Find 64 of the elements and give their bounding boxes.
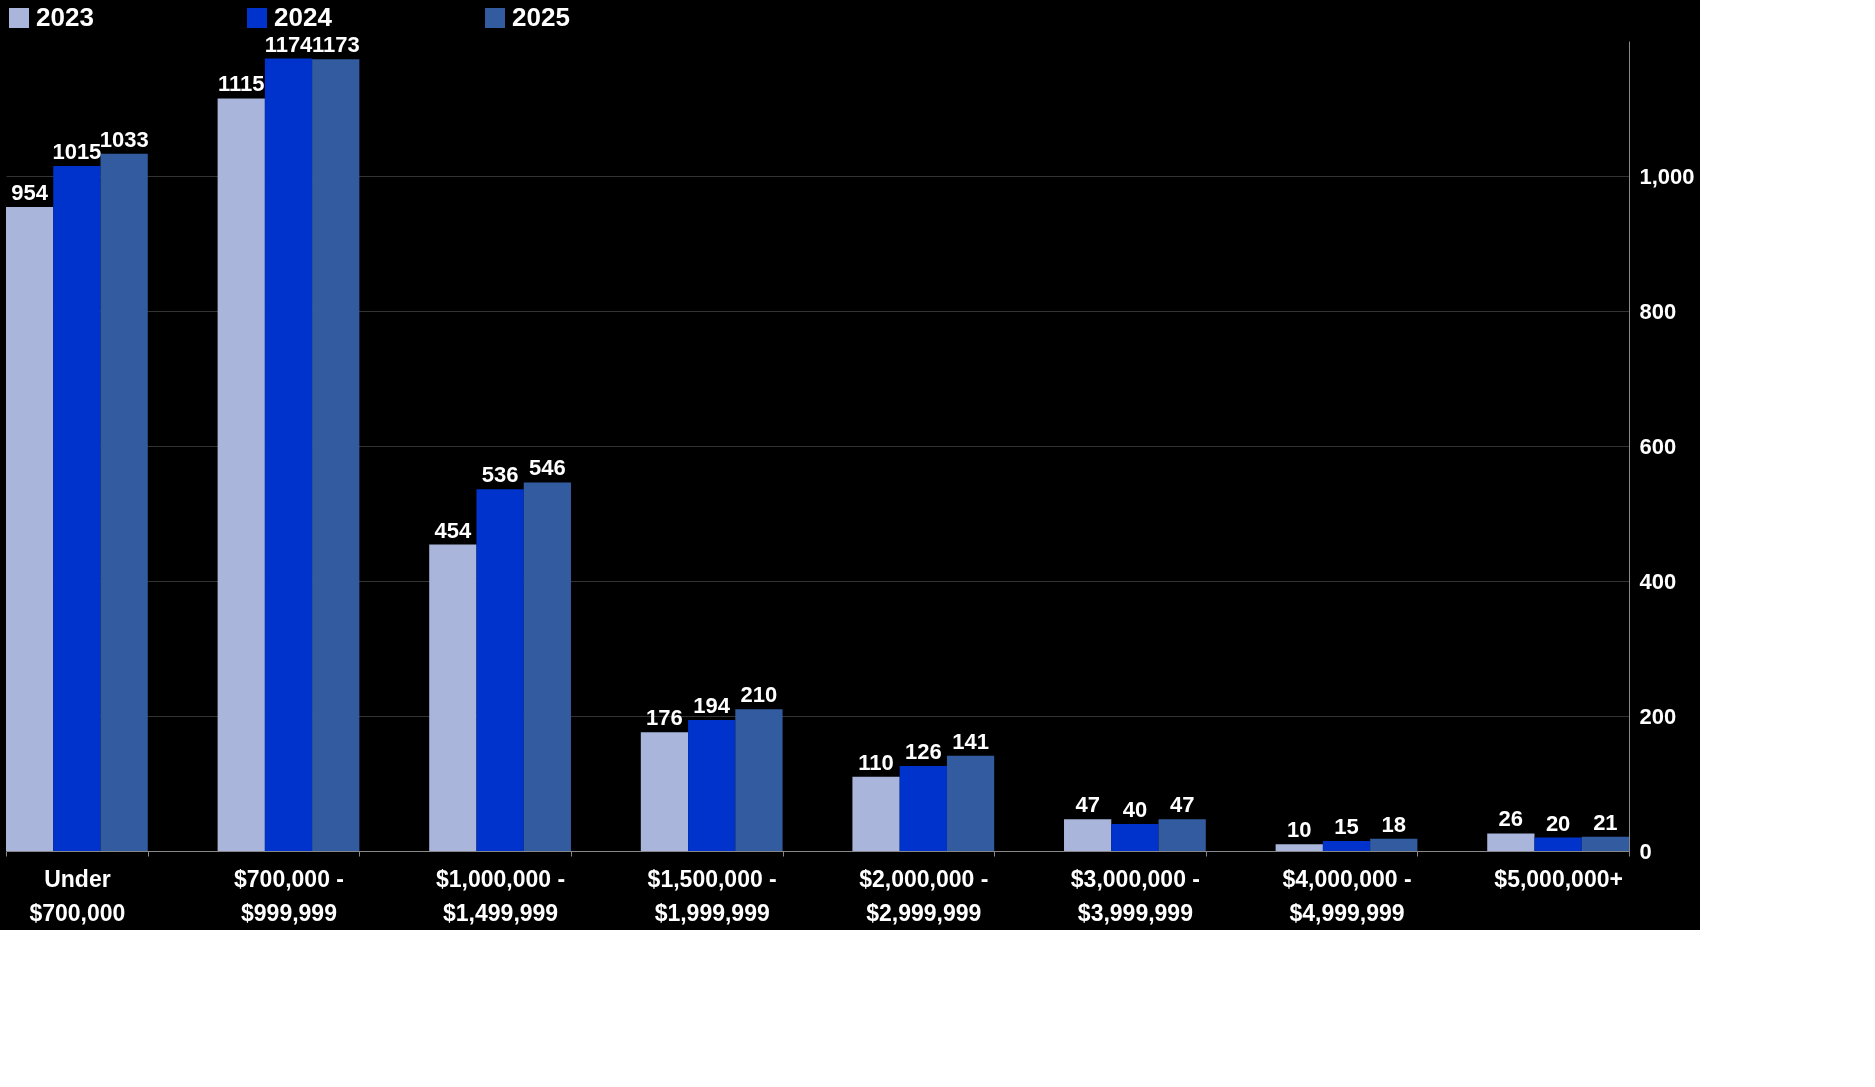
data-label: 194 [693, 693, 731, 719]
bar [476, 489, 524, 851]
x-tick-label: $3,000,000 - $3,999,999 [1070, 865, 1200, 926]
data-label: 141 [952, 728, 989, 754]
x-tick-label: $1,500,000 - $1,999,999 [647, 865, 777, 926]
data-label: 954 [11, 180, 49, 206]
data-label: 18 [1381, 811, 1407, 837]
data-label: 20 [1545, 810, 1571, 836]
bar [640, 732, 689, 851]
data-label: 47 [1075, 792, 1100, 818]
data-label: 47 [1169, 792, 1195, 818]
bar [1581, 836, 1629, 851]
y-tick-label: 800 [1639, 298, 1677, 324]
data-label: 536 [481, 462, 519, 488]
y-tick-label: 0 [1639, 838, 1652, 864]
bar [1322, 840, 1371, 851]
data-label: 210 [740, 682, 778, 708]
bar [946, 755, 995, 851]
x-tick-label: $2,000,000 - $2,999,999 [859, 865, 989, 926]
x-tick-label: $5,000,000+ [1494, 865, 1623, 892]
y-tick-label: 200 [1639, 703, 1677, 729]
data-label: 1115 [217, 71, 265, 97]
bar [1064, 819, 1112, 851]
bar [264, 58, 313, 851]
bar [6, 207, 54, 851]
bar [217, 98, 265, 851]
data-label: 1173 [311, 32, 360, 58]
bar [100, 153, 148, 851]
data-label: 26 [1498, 806, 1524, 832]
bar [53, 165, 101, 851]
y-tick-label: 1,000 [1639, 163, 1695, 189]
legend-label: 2024 [274, 2, 333, 32]
data-label: 126 [904, 738, 942, 764]
bar [1111, 824, 1159, 851]
x-tick-label: $1,000,000 - $1,499,999 [436, 865, 566, 926]
x-tick-label: $700,000 - $999,999 [234, 865, 344, 926]
data-label: 1015 [52, 138, 102, 164]
bar [1370, 838, 1418, 851]
y-tick-label: 400 [1639, 568, 1677, 594]
bar [1487, 833, 1535, 851]
legend-label: 2023 [36, 2, 94, 32]
bar [312, 59, 360, 851]
data-label: 40 [1122, 797, 1148, 822]
data-label: 454 [434, 517, 472, 543]
bar [1158, 819, 1206, 851]
bar [429, 544, 477, 851]
data-label: 21 [1593, 809, 1618, 835]
bar [735, 709, 783, 851]
x-tick-label: Under $700,000 [29, 865, 126, 926]
data-label: 110 [858, 749, 894, 775]
bar [523, 482, 571, 851]
bar [1275, 844, 1323, 851]
data-label: 1174 [264, 31, 314, 57]
bar [688, 720, 736, 851]
y-tick-label: 600 [1639, 433, 1677, 459]
bar [899, 765, 947, 851]
data-label: 15 [1334, 813, 1359, 839]
bar [1534, 837, 1582, 851]
bar [852, 776, 900, 851]
data-label: 176 [646, 705, 683, 731]
x-tick-label: $4,000,000 - $4,999,999 [1282, 865, 1412, 926]
data-label: 10 [1287, 817, 1312, 843]
data-label: 546 [528, 455, 566, 481]
legend-label: 2025 [512, 2, 570, 32]
